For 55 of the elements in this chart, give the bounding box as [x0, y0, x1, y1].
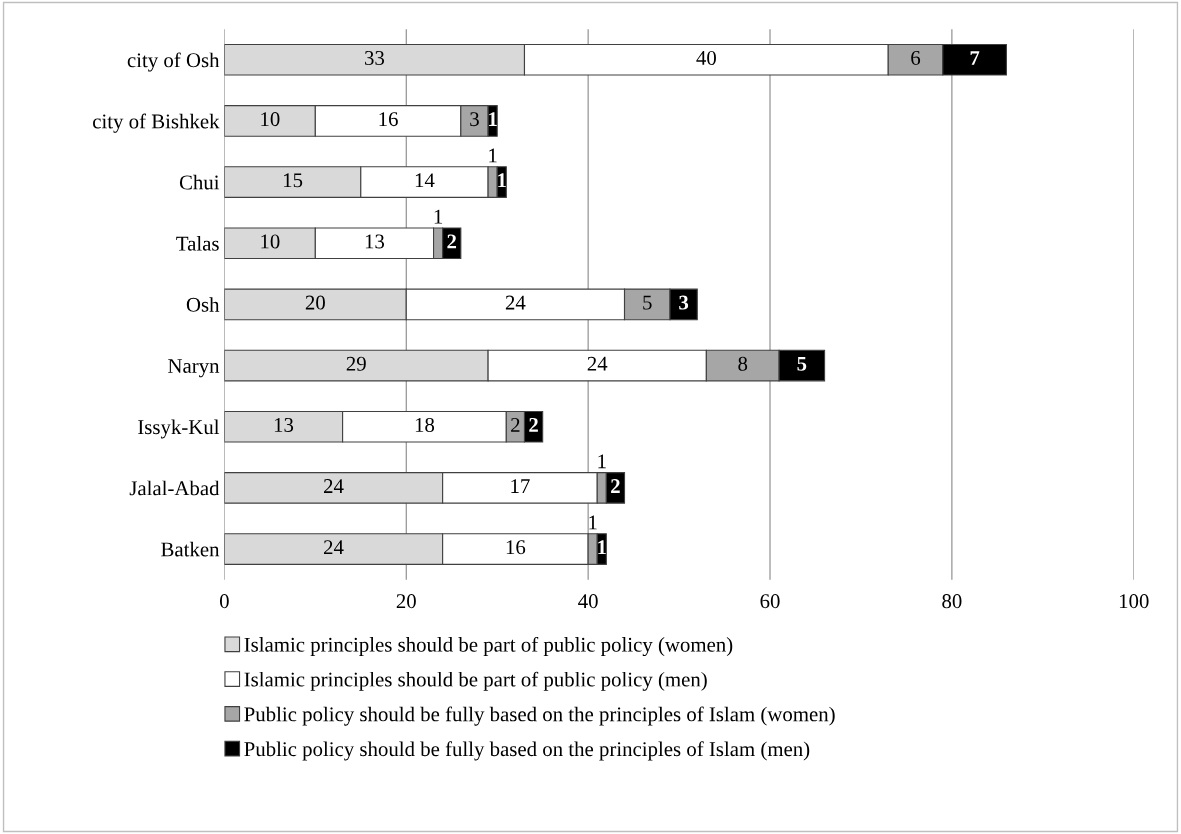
data-label: 20: [305, 295, 325, 310]
data-label: 7: [970, 51, 980, 65]
data-label: 29: [346, 356, 366, 371]
y-tick-label: Chui: [179, 174, 220, 190]
data-label: 1: [598, 454, 606, 469]
data-label: 24: [324, 479, 344, 493]
data-label: 16: [379, 112, 398, 127]
data-label: 13: [274, 417, 294, 432]
data-label: 15: [284, 173, 303, 188]
data-label: 3: [470, 112, 479, 127]
data-label: 2: [511, 417, 520, 432]
x-tick-label: 0: [219, 594, 229, 609]
data-label: 5: [643, 295, 652, 310]
y-tick-label: Jalal-Abad: [129, 480, 220, 496]
data-label: 1: [498, 173, 506, 188]
data-label: 5: [797, 356, 807, 371]
data-label: 8: [738, 356, 748, 371]
legend-label: Islamic principles should be part of public policy (men): [244, 671, 707, 691]
data-label: 6: [911, 50, 921, 65]
y-tick-label: city of Bishkek: [93, 113, 220, 133]
data-label: 18: [415, 417, 435, 432]
legend-label: Public policy should be fully based on the principles of Islam (women): [244, 706, 835, 726]
x-tick-label: 20: [396, 594, 416, 609]
y-tick-label: Osh: [186, 297, 220, 312]
y-tick-label: Issyk-Kul: [138, 419, 220, 439]
y-tick-label: city of Osh: [127, 52, 220, 72]
y-tick-label: Batken: [161, 541, 220, 557]
data-label: 1: [489, 148, 497, 163]
data-label: 3: [679, 295, 689, 310]
x-tick-label: 60: [760, 594, 780, 609]
data-label: 33: [365, 50, 385, 65]
y-tick-label: Talas: [176, 236, 219, 251]
data-label: 1: [589, 515, 597, 530]
data-label: 1: [434, 209, 443, 224]
data-label: 2: [447, 234, 457, 249]
data-label: 2: [529, 417, 538, 432]
data-label: 40: [696, 50, 716, 65]
data-label: 10: [261, 112, 280, 127]
data-label: 10: [261, 234, 280, 249]
x-tick-label: 80: [942, 594, 962, 609]
x-tick-label: 40: [578, 594, 598, 609]
data-label: 24: [505, 295, 526, 310]
data-label: 17: [511, 479, 530, 493]
data-label: 1: [489, 112, 497, 126]
data-label: 24: [587, 356, 608, 371]
legend-label: Public policy should be fully based on the principles of Islam (men): [244, 741, 810, 761]
data-label: 13: [365, 234, 385, 249]
data-label: 2: [611, 479, 620, 493]
data-label: 24: [324, 540, 344, 555]
legend-label: Islamic principles should be part of public policy (women): [244, 636, 733, 657]
data-label: 14: [415, 173, 435, 188]
data-label: 16: [506, 540, 526, 555]
data-label: 1: [598, 540, 606, 555]
y-tick-label: Naryn: [168, 359, 220, 378]
x-tick-label: 100: [1119, 594, 1149, 609]
